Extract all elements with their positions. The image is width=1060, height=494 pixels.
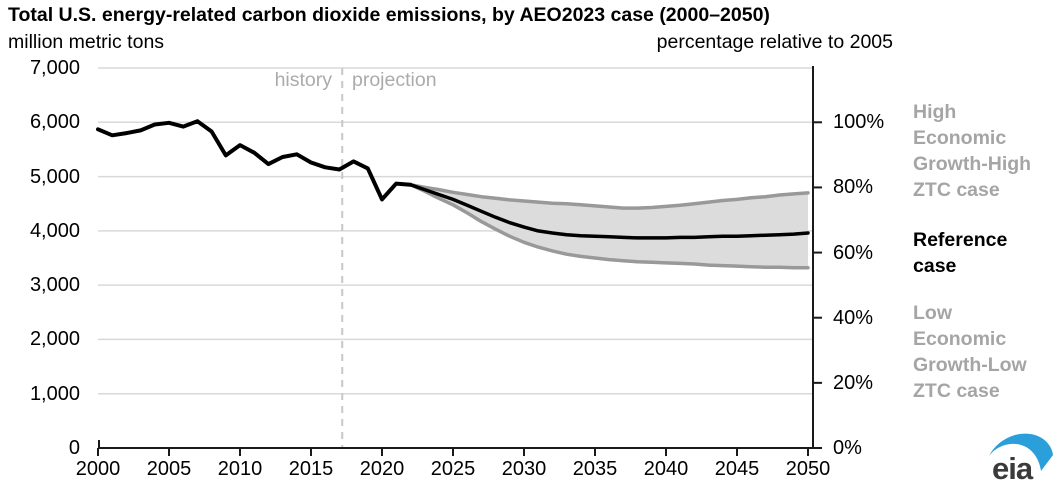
left-axis-unit: million metric tons xyxy=(8,31,165,53)
projection-annotation: projection xyxy=(352,69,437,91)
history-line xyxy=(96,119,413,202)
right-axis-unit: percentage relative to 2005 xyxy=(656,31,893,53)
y-right-tick-label: 80% xyxy=(833,176,874,199)
x-tick-label: 2010 xyxy=(217,458,263,480)
x-tick-label: 2045 xyxy=(714,458,760,480)
y-right-tick-label: 40% xyxy=(833,306,874,329)
scenario-band xyxy=(410,184,808,268)
x-tick-label: 2005 xyxy=(146,458,192,480)
eia-logo-text: eia xyxy=(992,451,1034,486)
x-tick-label: 2035 xyxy=(572,458,618,480)
y-right-tick-label: 20% xyxy=(833,371,874,394)
x-tick-label: 2025 xyxy=(430,458,476,480)
y-left-tick-label: 3,000 xyxy=(29,274,80,297)
y-left-tick-label: 4,000 xyxy=(29,219,80,242)
high-case-line xyxy=(408,182,810,210)
legend-high-growth-case: High Economic Growth-High ZTC case xyxy=(913,101,1032,201)
legend-reference-case: Reference case xyxy=(913,229,1008,277)
y-left-tick-label: 5,000 xyxy=(29,165,80,188)
x-tick-label: 2040 xyxy=(643,458,689,480)
eia-logo: eia xyxy=(989,433,1053,486)
y-right-tick-label: 100% xyxy=(833,111,885,134)
y-left-tick-label: 6,000 xyxy=(29,111,80,134)
x-tick-label: 2050 xyxy=(785,458,831,480)
low-case-line xyxy=(408,182,810,270)
eia-logo-swoosh-icon xyxy=(989,433,1053,471)
y-left-tick-label: 2,000 xyxy=(29,328,80,351)
x-tick-label: 2015 xyxy=(288,458,334,480)
y-right-tick-label: 0% xyxy=(833,437,862,459)
reference-case-line xyxy=(408,182,810,240)
chart-title: Total U.S. energy-related carbon dioxide… xyxy=(8,4,770,26)
y-left-tick-label: 7,000 xyxy=(29,57,80,79)
x-tick-label: 2020 xyxy=(359,458,405,480)
y-left-tick-label: 0 xyxy=(68,437,80,459)
y-left-tick-label: 1,000 xyxy=(29,382,80,405)
x-tick-label: 2030 xyxy=(501,458,547,480)
y-right-tick-label: 60% xyxy=(833,241,874,264)
legend-low-growth-case: Low Economic Growth-Low ZTC case xyxy=(913,302,1027,402)
history-annotation: history xyxy=(274,69,332,91)
x-tick-label: 2000 xyxy=(75,458,121,480)
